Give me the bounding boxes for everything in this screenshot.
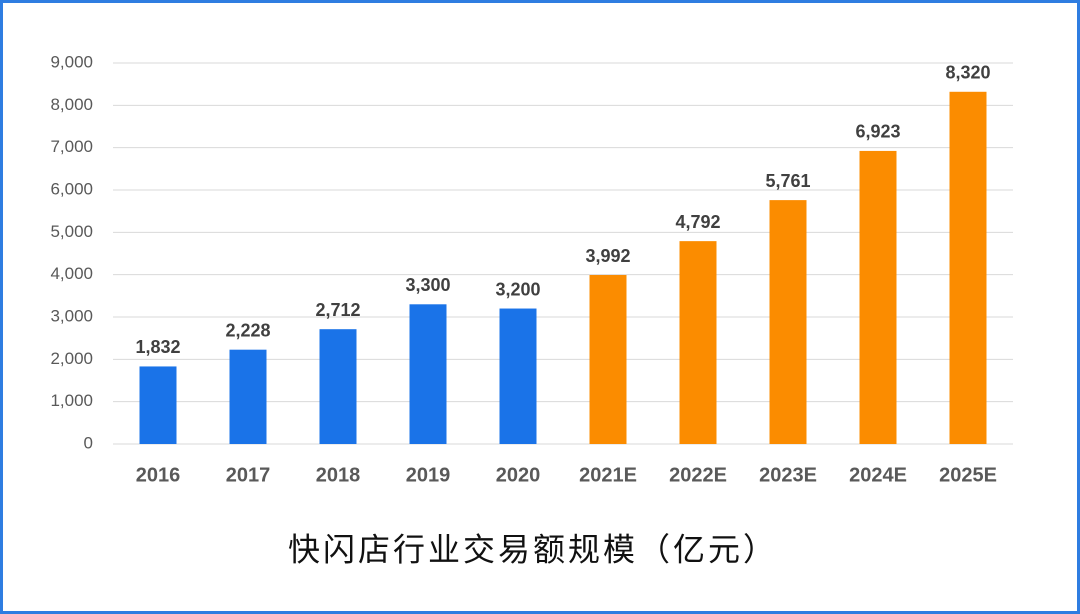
x-tick-label: 2023E — [759, 464, 817, 486]
y-tick-label: 9,000 — [50, 52, 93, 71]
y-tick-label: 2,000 — [50, 349, 93, 368]
bar — [949, 91, 987, 444]
bar — [859, 150, 897, 444]
data-label: 2,712 — [315, 300, 360, 320]
y-tick-label: 1,000 — [50, 391, 93, 410]
bar — [679, 241, 717, 444]
y-tick-label: 3,000 — [50, 306, 93, 325]
data-label: 5,761 — [765, 171, 810, 191]
x-tick-label: 2019 — [406, 464, 451, 486]
data-label: 3,992 — [585, 246, 630, 266]
data-label: 6,923 — [855, 122, 900, 142]
x-tick-label: 2022E — [669, 464, 727, 486]
data-label: 2,228 — [225, 320, 270, 340]
bar — [769, 200, 807, 444]
y-tick-label: 4,000 — [50, 264, 93, 283]
data-label: 8,320 — [945, 63, 990, 83]
bar — [589, 275, 627, 444]
data-label: 3,200 — [495, 279, 540, 299]
y-tick-label: 7,000 — [50, 137, 93, 156]
x-tick-label: 2021E — [579, 464, 637, 486]
data-label: 3,300 — [405, 275, 450, 295]
bar — [499, 308, 537, 444]
x-tick-label: 2020 — [496, 464, 541, 486]
bar — [139, 366, 177, 444]
y-tick-label: 5,000 — [50, 222, 93, 241]
chart-title: 快闪店行业交易额规模（亿元） — [288, 531, 778, 569]
y-tick-label: 0 — [84, 433, 93, 452]
y-tick-label: 8,000 — [50, 95, 93, 114]
y-tick-label: 6,000 — [50, 179, 93, 198]
bar — [409, 304, 447, 444]
x-tick-label: 2018 — [316, 464, 361, 486]
chart: 快闪店行业交易额规模（亿元） 0 1,000 2,000 3,000 4,000 5,00… — [50, 52, 1013, 569]
bar — [319, 329, 357, 444]
x-tick-label: 2017 — [226, 464, 271, 486]
x-tick-label: 2016 — [136, 464, 181, 486]
x-tick-label: 2025E — [939, 464, 997, 486]
x-tick-label: 2024E — [849, 464, 907, 486]
bar — [229, 349, 267, 444]
data-label: 4,792 — [675, 212, 720, 232]
data-label: 1,832 — [135, 337, 180, 357]
